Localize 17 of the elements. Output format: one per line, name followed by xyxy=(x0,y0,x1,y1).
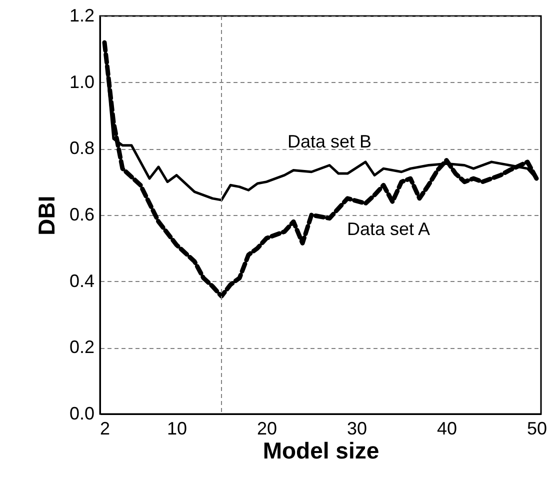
y-tick-label: 1.2 xyxy=(69,6,94,26)
x-tick-label: 2 xyxy=(100,418,110,438)
y-tick-label: 1.0 xyxy=(69,72,94,92)
x-tick-label: 50 xyxy=(526,418,548,438)
y-tick-label: 0.0 xyxy=(69,404,94,424)
series-label: Data set B xyxy=(287,131,372,152)
y-tick-label: 0.4 xyxy=(69,270,94,291)
x-tick-label: 40 xyxy=(436,418,458,438)
y-tick-label: 0.6 xyxy=(69,204,94,224)
x-axis-title: Model size xyxy=(262,438,380,464)
x-tick-label: 20 xyxy=(256,418,278,438)
y-tick-label: 0.8 xyxy=(69,138,94,158)
y-tick-label: 0.2 xyxy=(69,337,94,358)
series-label: Data set A xyxy=(346,219,430,240)
x-tick-label: 30 xyxy=(346,418,368,438)
y-axis-title: DBI xyxy=(33,196,60,236)
x-tick-label: 10 xyxy=(166,418,188,438)
